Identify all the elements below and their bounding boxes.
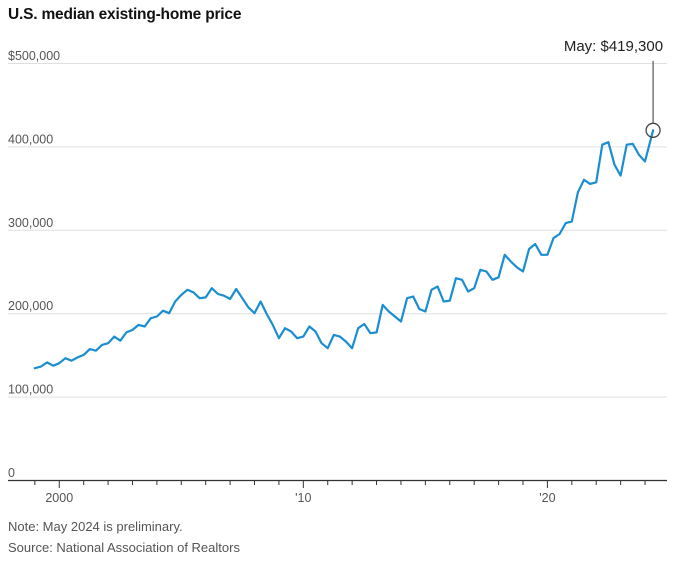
series-line-0 bbox=[33, 129, 655, 370]
gridlines bbox=[8, 63, 667, 398]
y-tick-label-400000: 400,000 bbox=[8, 132, 53, 146]
y-tick-label-200000: 200,000 bbox=[8, 299, 53, 313]
annotation: May: $419,300 bbox=[564, 38, 663, 138]
y-tick-label-500000: $500,000 bbox=[8, 49, 60, 63]
y-tick-label-0: 0 bbox=[8, 466, 15, 480]
annotation-label: May: $419,300 bbox=[564, 38, 663, 55]
y-axis-labels: 0 100,000 200,000 300,000 400,000 $500,000 bbox=[8, 49, 60, 480]
x-axis: 2000 '10 '20 bbox=[8, 479, 667, 505]
chart-title: U.S. median existing-home price bbox=[8, 6, 242, 23]
chart-source: Source: National Association of Realtors bbox=[8, 540, 240, 555]
series bbox=[33, 129, 655, 370]
y-tick-label-300000: 300,000 bbox=[8, 216, 53, 230]
annotation-marker bbox=[645, 122, 661, 138]
x-tick-label-2010: '10 bbox=[295, 491, 311, 505]
chart-note: Note: May 2024 is preliminary. bbox=[8, 519, 183, 534]
x-tick-label-2000: 2000 bbox=[45, 491, 73, 505]
y-tick-label-100000: 100,000 bbox=[8, 383, 53, 397]
x-tick-label-2020: '20 bbox=[539, 491, 555, 505]
